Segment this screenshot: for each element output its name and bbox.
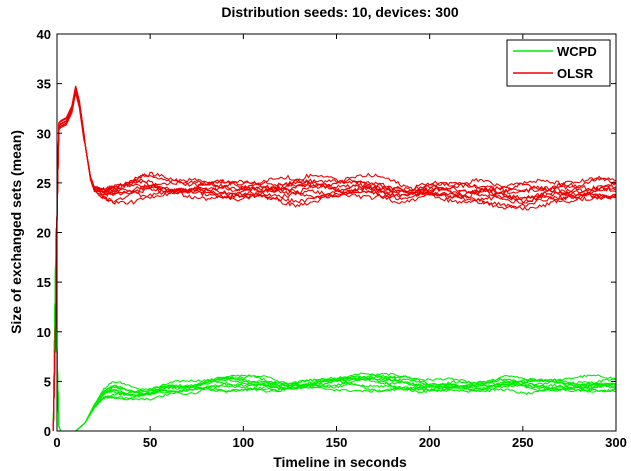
chart-title: Distribution seeds: 10, devices: 300 (221, 4, 459, 20)
y-tick-label: 40 (37, 27, 51, 42)
x-axis-label: Timeline in seconds (273, 454, 407, 470)
x-tick-label: 300 (605, 435, 627, 450)
series-line-olsr-run-8 (52, 89, 617, 432)
chart-legend: WCPD OLSR (506, 39, 611, 87)
x-tick-label: 0 (53, 435, 60, 450)
y-tick-label: 30 (37, 126, 51, 141)
series-line-wcpd-run-10 (52, 227, 617, 432)
series-line-olsr-run-9 (52, 91, 617, 432)
series-line-wcpd-run-6 (52, 227, 617, 432)
x-tick-label: 50 (143, 435, 157, 450)
series-line-olsr-run-2 (52, 86, 617, 432)
y-tick-label: 0 (44, 424, 51, 439)
x-tick-label: 200 (419, 435, 441, 450)
x-axis-ticks: 0 50 100 150 200 250 300 (53, 34, 627, 450)
x-tick-label: 250 (512, 435, 534, 450)
y-tick-label: 35 (37, 77, 51, 92)
series-line-olsr-run-6 (52, 92, 617, 432)
y-tick-label: 25 (37, 176, 51, 191)
y-axis-label: Size of exchanged sets (mean) (8, 130, 24, 334)
plot-lines (52, 85, 617, 432)
series-line-olsr-run-5 (52, 91, 617, 432)
y-tick-label: 20 (37, 226, 51, 241)
series-line-olsr-run-10 (52, 85, 617, 432)
x-tick-label: 100 (232, 435, 254, 450)
y-axis-ticks: 0 5 10 15 20 25 30 35 40 (37, 27, 616, 439)
series-line-wcpd-run-8 (52, 227, 617, 432)
y-tick-label: 10 (37, 325, 51, 340)
y-tick-label: 15 (37, 275, 51, 290)
y-tick-label: 5 (44, 374, 51, 389)
legend-label-wcpd: WCPD (557, 44, 597, 59)
legend-label-olsr: OLSR (557, 66, 594, 81)
x-tick-label: 150 (326, 435, 348, 450)
legend-box (506, 39, 611, 87)
